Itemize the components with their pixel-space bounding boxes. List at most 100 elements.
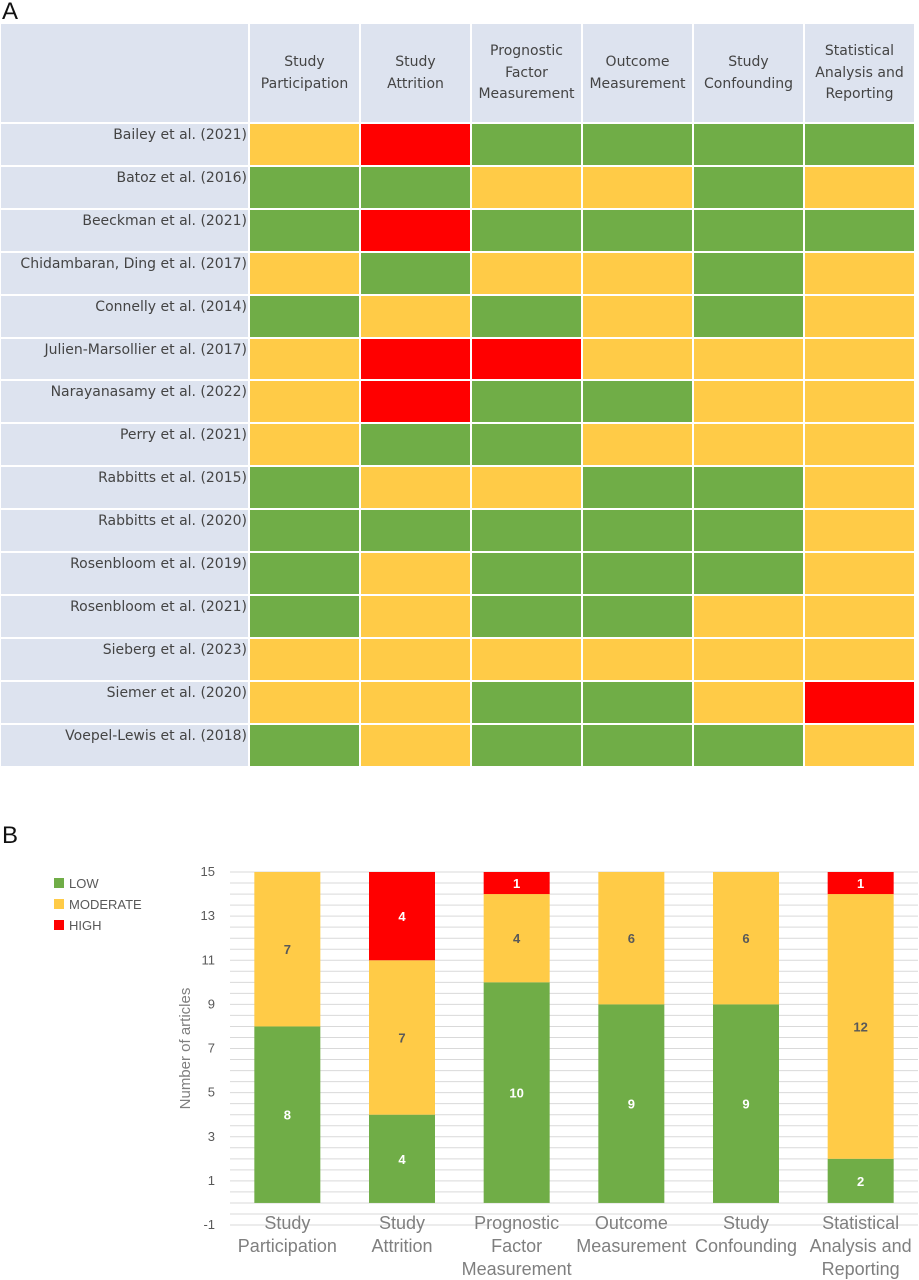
rating-cell-low <box>249 594 360 638</box>
rating-cell-moderate <box>360 594 471 638</box>
rating-cell-low <box>693 294 804 338</box>
x-category-label: Confounding <box>695 1236 797 1256</box>
rating-cell-low <box>693 251 804 295</box>
rating-cell-moderate <box>471 165 582 209</box>
legend-swatch <box>54 878 64 888</box>
table-gridline <box>1 679 914 682</box>
rating-cell-low <box>693 509 804 552</box>
bar-segment <box>369 872 435 961</box>
study-name: Chidambaran, Ding et al. (2017) <box>20 255 247 272</box>
rating-cell-low <box>471 594 582 638</box>
data-label: 12 <box>853 1019 867 1034</box>
bar-segment <box>713 1004 779 1203</box>
table-gridline <box>1 207 914 210</box>
y-tick-label: 9 <box>208 996 215 1011</box>
rating-cell-low <box>804 123 915 166</box>
table-gridline <box>1 465 914 468</box>
bar-segment <box>713 872 779 1005</box>
x-category-label: Study <box>723 1213 769 1233</box>
rating-cell-low <box>471 552 582 595</box>
table-gridline <box>1 722 914 725</box>
rating-cell-moderate <box>582 637 693 681</box>
bar-segment <box>827 1158 894 1203</box>
data-label: 9 <box>628 1097 635 1112</box>
column-header: Statistical Analysis and Reporting <box>815 42 904 103</box>
x-category-label: Factor <box>491 1236 542 1256</box>
rating-cell-low <box>249 208 360 252</box>
table-gridline <box>692 24 694 766</box>
bar-segment <box>598 872 665 1005</box>
y-axis-label: Number of articles <box>177 988 194 1110</box>
table-gridline <box>359 24 361 766</box>
data-label: 4 <box>513 931 521 946</box>
rating-cell-moderate <box>582 251 693 295</box>
rating-cell-low <box>249 723 360 767</box>
rating-cell-moderate <box>804 251 915 295</box>
study-name: Bailey et al. (2021) <box>113 127 247 143</box>
study-name: Rosenbloom et al. (2019) <box>70 556 247 572</box>
rating-cell-low <box>249 165 360 209</box>
rating-cell-moderate <box>360 466 471 510</box>
table-gridline <box>1 636 914 639</box>
table-gridline <box>914 24 916 766</box>
table-gridline <box>581 24 583 766</box>
x-category-label: Reporting <box>822 1259 900 1279</box>
rating-cell-low <box>471 380 582 424</box>
x-category-label: Study <box>379 1213 425 1233</box>
rating-cell-low <box>471 123 582 166</box>
data-label: 1 <box>857 876 864 891</box>
table-gridline <box>803 24 805 766</box>
rating-cell-high <box>360 123 471 166</box>
data-label: 2 <box>857 1174 864 1189</box>
x-category-label: Prognostic <box>474 1213 559 1233</box>
rating-cell-high <box>360 380 471 424</box>
legend-swatch <box>54 899 64 909</box>
x-category-label: Measurement <box>462 1259 572 1279</box>
data-label: 9 <box>742 1097 749 1112</box>
legend-label: LOW <box>69 876 99 891</box>
bar-segment <box>483 894 550 983</box>
data-label: 6 <box>742 931 749 946</box>
rating-cell-low <box>471 208 582 252</box>
rating-cell-moderate <box>804 509 915 552</box>
study-name: Narayanasamy et al. (2022) <box>50 384 247 401</box>
rating-cell-moderate <box>360 637 471 681</box>
y-tick-label: 3 <box>208 1129 215 1144</box>
bar-segment <box>483 982 550 1203</box>
table-gridline <box>1 164 914 167</box>
bar-segment <box>598 1004 665 1203</box>
rating-cell-moderate <box>693 423 804 467</box>
table-gridline <box>1 250 914 253</box>
rating-cell-low <box>582 208 693 252</box>
study-name: Rabbitts et al. (2015) <box>98 470 247 487</box>
rating-cell-moderate <box>471 466 582 510</box>
rating-cell-high <box>804 680 915 724</box>
rating-cell-low <box>693 466 804 510</box>
rating-cell-moderate <box>249 637 360 681</box>
data-label: 4 <box>398 909 406 924</box>
rating-cell-moderate <box>804 723 915 767</box>
rating-cell-moderate <box>804 637 915 681</box>
rating-cell-moderate <box>582 165 693 209</box>
table-gridline <box>1 593 914 596</box>
data-label: 6 <box>628 931 635 946</box>
rating-cell-moderate <box>804 165 915 209</box>
x-category-label: Participation <box>238 1236 337 1256</box>
rating-cell-low <box>804 208 915 252</box>
rating-cell-low <box>471 723 582 767</box>
bar-segment <box>369 960 435 1115</box>
data-label: 7 <box>398 1030 405 1045</box>
x-category-label: Measurement <box>576 1236 686 1256</box>
study-name: Siemer et al. (2020) <box>106 684 247 701</box>
rating-cell-moderate <box>360 680 471 724</box>
bar-segment <box>827 872 894 895</box>
rating-cell-high <box>360 337 471 381</box>
bar-segment <box>254 872 321 1027</box>
rating-cell-low <box>693 723 804 767</box>
rating-cell-low <box>582 466 693 510</box>
table-gridline <box>1 422 914 425</box>
rating-cell-low <box>693 165 804 209</box>
column-header: Prognostic Factor Measurement <box>478 42 575 103</box>
y-tick-label: 15 <box>201 864 215 879</box>
